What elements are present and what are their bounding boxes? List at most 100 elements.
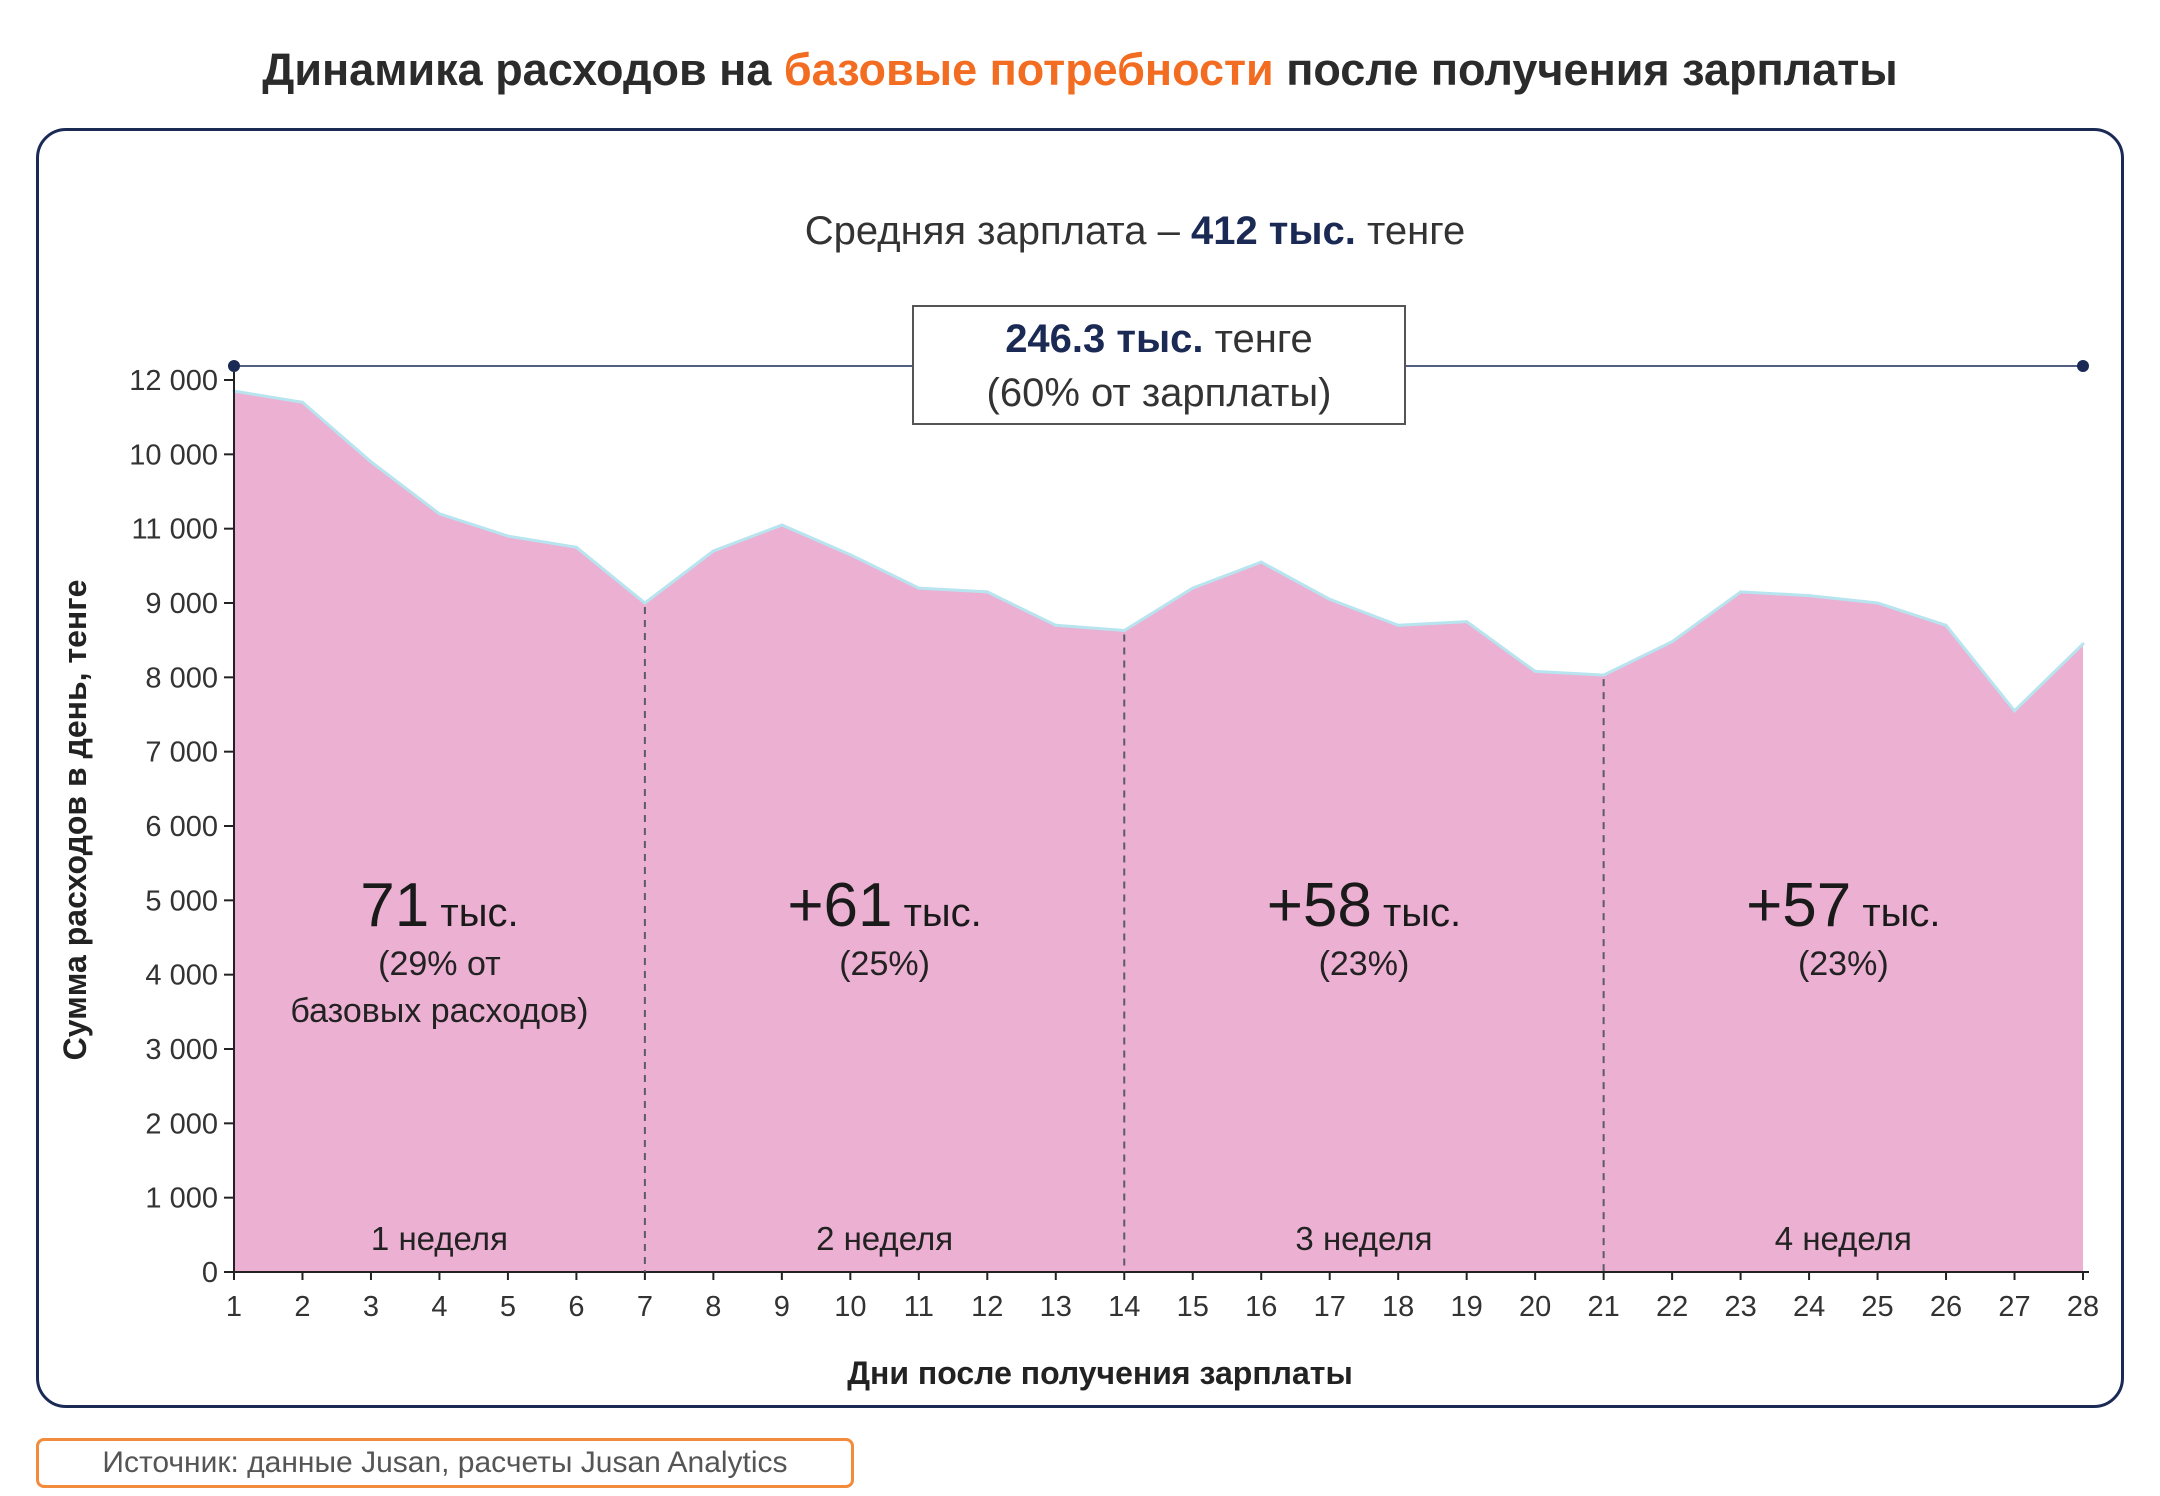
y-tick-label: 6 000 [145, 811, 218, 843]
data-point [985, 590, 989, 594]
data-point [1533, 669, 1537, 673]
source-note: Источник: данные Jusan, расчеты Jusan An… [36, 1438, 854, 1488]
title-part1: Динамика расходов на [262, 44, 784, 95]
x-tick-label: 23 [1724, 1291, 1756, 1323]
title-highlight: базовые потребности [783, 44, 1274, 95]
week-total-number: +57 [1746, 871, 1851, 940]
week-total-number: +58 [1267, 871, 1372, 940]
y-tick-label: 5 000 [145, 885, 218, 917]
week-total-unit: тыс. [1851, 891, 1940, 935]
data-point [917, 586, 921, 590]
week-total: 71 тыс. [360, 871, 518, 940]
week-share: (29% от [378, 945, 501, 983]
x-tick-label: 13 [1040, 1291, 1072, 1323]
chart-frame [36, 128, 2124, 1408]
salary-value: 412 тыс. [1191, 209, 1356, 253]
week-total-unit: тыс. [893, 891, 982, 935]
week-total: +57 тыс. [1746, 871, 1940, 940]
data-point [1739, 590, 1743, 594]
week-label: 1 неделя [371, 1220, 508, 1257]
y-tick-label: 1 000 [145, 1183, 218, 1215]
data-point [301, 400, 304, 404]
data-point [506, 534, 510, 538]
x-tick-label: 22 [1656, 1291, 1688, 1323]
total-box [912, 305, 1406, 425]
y-tick-label: 3 000 [145, 1034, 218, 1066]
x-tick-label: 10 [834, 1291, 866, 1323]
x-tick-label: 27 [1998, 1291, 2030, 1323]
y-tick-label: 9 000 [145, 588, 218, 620]
x-tick-label: 24 [1793, 1291, 1825, 1323]
y-tick-label: 2 000 [145, 1108, 218, 1140]
data-point [1876, 601, 1880, 605]
x-tick-label: 17 [1314, 1291, 1346, 1323]
x-tick-label: 4 [431, 1291, 447, 1323]
total-box-line2: (60% от зарплаты) [987, 371, 1332, 415]
x-tick-label: 19 [1451, 1291, 1483, 1323]
week-total-number: +61 [787, 871, 892, 940]
page-title: Динамика расходов на базовые потребности… [0, 44, 2160, 96]
x-tick-label: 18 [1382, 1291, 1414, 1323]
plot-area: 0 1 000 2 000 3 000 4 000 5 000 6 000 7 000 8 00… [129, 305, 2099, 1323]
x-tick-label: 26 [1930, 1291, 1962, 1323]
salary-line: Средняя зарплата – 412 тыс. тенге [805, 209, 1465, 253]
data-point [1602, 673, 1606, 677]
x-tick-label: 6 [568, 1291, 584, 1323]
series-area [234, 391, 2083, 1273]
y-tick-label: 7 000 [145, 737, 218, 769]
week-label: 4 неделя [1775, 1220, 1912, 1257]
data-point [2013, 709, 2016, 713]
data-point [1807, 594, 1811, 598]
week-label: 3 неделя [1295, 1220, 1432, 1257]
data-point [643, 601, 647, 605]
data-point [1670, 640, 1674, 644]
total-line-end [2077, 360, 2089, 372]
x-tick-label: 21 [1587, 1291, 1619, 1323]
data-point [711, 549, 715, 553]
week-total: +61 тыс. [787, 871, 981, 940]
x-tick-label: 3 [363, 1291, 379, 1323]
y-tick-label: 10 000 [129, 439, 218, 471]
x-tick-label: 16 [1245, 1291, 1277, 1323]
x-tick-label: 14 [1108, 1291, 1140, 1323]
y-tick-label: 4 000 [145, 960, 218, 992]
data-point [1191, 586, 1195, 590]
x-tick-label: 15 [1177, 1291, 1209, 1323]
data-point [437, 512, 441, 516]
x-tick-label: 9 [774, 1291, 790, 1323]
data-point [848, 553, 852, 557]
y-tick-label: 12 000 [129, 365, 218, 397]
data-point [1122, 629, 1126, 632]
salary-prefix: Средняя зарплата – [805, 209, 1191, 253]
data-point [1328, 597, 1332, 601]
total-suffix: тенге [1204, 317, 1313, 361]
x-axis-label: Дни после получения зарплаты [847, 1355, 1353, 1391]
week-total-unit: тыс. [429, 891, 518, 935]
x-tick-label: 28 [2067, 1291, 2099, 1323]
source-text: Источник: данные Jusan, расчеты Jusan An… [102, 1446, 788, 1479]
x-tick-label: 2 [294, 1291, 310, 1323]
y-tick-label: 11 000 [131, 514, 218, 546]
data-point [780, 523, 784, 527]
data-point [1259, 560, 1263, 564]
salary-suffix: тенге [1356, 209, 1465, 253]
total-value: 246.3 тыс. [1005, 317, 1203, 361]
week-share: (25%) [839, 945, 930, 983]
week-total-number: 71 [360, 871, 429, 940]
total-line-start [228, 360, 240, 372]
data-point [1054, 623, 1058, 627]
x-tick-label: 1 [226, 1291, 242, 1323]
total-box-line1: 246.3 тыс. тенге [1005, 317, 1313, 361]
data-point [1396, 623, 1400, 627]
data-point [1944, 623, 1948, 627]
y-tick-label: 8 000 [145, 662, 218, 694]
x-tick-label: 20 [1519, 1291, 1551, 1323]
data-point [2081, 642, 2085, 646]
x-tick-label: 12 [971, 1291, 1003, 1323]
x-tick-label: 7 [637, 1291, 653, 1323]
x-tick-label: 11 [904, 1291, 934, 1323]
week-share-line2: базовых расходов) [290, 992, 588, 1030]
week-label: 2 неделя [816, 1220, 953, 1257]
y-tick-label: 0 [202, 1257, 218, 1289]
